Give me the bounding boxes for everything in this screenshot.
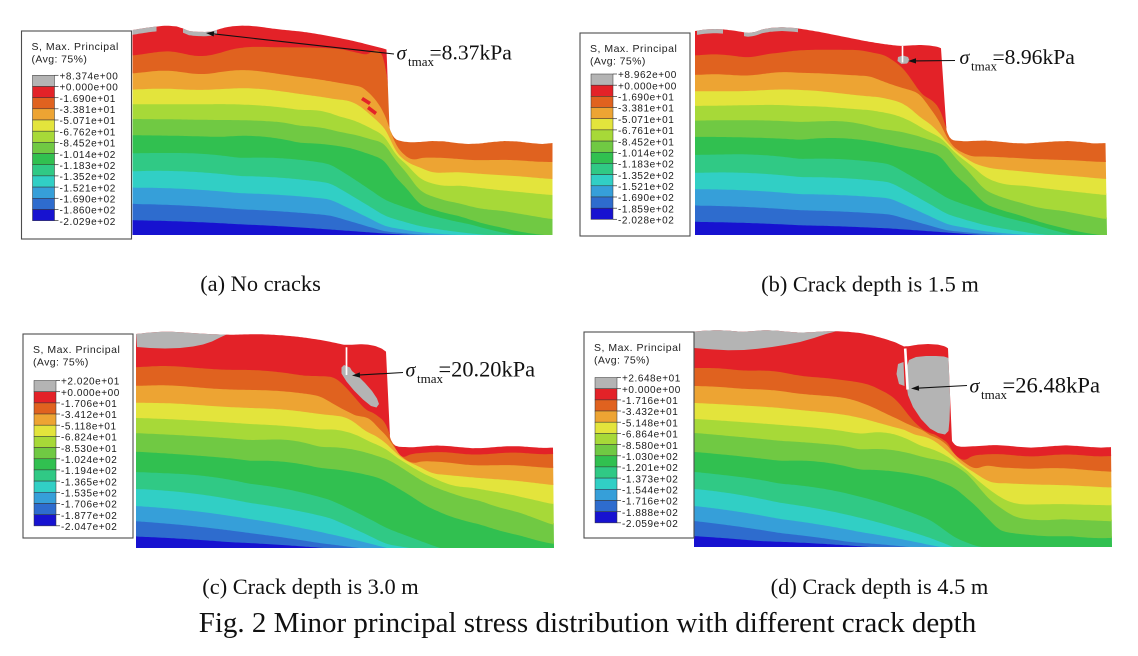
svg-text:-6.762e+01: -6.762e+01 bbox=[60, 127, 116, 138]
svg-text:-5.148e+01: -5.148e+01 bbox=[622, 418, 678, 429]
svg-text:(Avg: 75%): (Avg: 75%) bbox=[590, 56, 646, 68]
svg-text:-5.118e+01: -5.118e+01 bbox=[61, 421, 117, 432]
svg-text:-2.028e+02: -2.028e+02 bbox=[618, 216, 674, 227]
svg-text:-1.535e+02: -1.535e+02 bbox=[61, 489, 117, 500]
svg-text:-5.071e+01: -5.071e+01 bbox=[618, 115, 674, 126]
svg-text:-1.183e+02: -1.183e+02 bbox=[60, 161, 116, 172]
svg-text:σ: σ bbox=[970, 376, 981, 398]
svg-text:(a) No cracks: (a) No cracks bbox=[200, 271, 321, 296]
svg-text:-1.521e+02: -1.521e+02 bbox=[60, 183, 116, 194]
svg-text:+8.962e+00: +8.962e+00 bbox=[618, 70, 677, 81]
svg-text:-1.690e+02: -1.690e+02 bbox=[60, 195, 116, 206]
svg-text:-6.824e+01: -6.824e+01 bbox=[61, 433, 117, 444]
svg-text:(Avg: 75%): (Avg: 75%) bbox=[32, 54, 88, 66]
svg-text:-3.381e+01: -3.381e+01 bbox=[60, 105, 116, 116]
svg-text:-3.412e+01: -3.412e+01 bbox=[61, 410, 117, 421]
svg-text:(Avg: 75%): (Avg: 75%) bbox=[594, 355, 650, 367]
svg-text:tmax: tmax bbox=[981, 387, 1007, 402]
svg-text:+0.000e+00: +0.000e+00 bbox=[618, 81, 677, 92]
svg-text:-1.030e+02: -1.030e+02 bbox=[622, 452, 678, 463]
svg-text:-1.352e+02: -1.352e+02 bbox=[60, 172, 116, 183]
svg-text:tmax: tmax bbox=[417, 371, 443, 386]
svg-text:-1.690e+01: -1.690e+01 bbox=[60, 94, 116, 105]
svg-text:S, Max. Principal: S, Max. Principal bbox=[590, 43, 677, 55]
svg-text:-1.194e+02: -1.194e+02 bbox=[61, 466, 117, 477]
svg-text:-2.047e+02: -2.047e+02 bbox=[61, 522, 117, 533]
svg-text:tmax: tmax bbox=[408, 54, 434, 69]
svg-text:-1.521e+02: -1.521e+02 bbox=[618, 182, 674, 193]
svg-text:+0.000e+00: +0.000e+00 bbox=[622, 385, 681, 396]
svg-text:-1.860e+02: -1.860e+02 bbox=[60, 206, 116, 217]
svg-text:-2.059e+02: -2.059e+02 bbox=[622, 519, 678, 530]
svg-text:-6.761e+01: -6.761e+01 bbox=[618, 126, 674, 137]
svg-text:-1.373e+02: -1.373e+02 bbox=[622, 474, 678, 485]
svg-text:-8.452e+01: -8.452e+01 bbox=[60, 139, 116, 150]
svg-text:-1.014e+02: -1.014e+02 bbox=[618, 149, 674, 160]
svg-text:-6.864e+01: -6.864e+01 bbox=[622, 430, 678, 441]
svg-text:σ: σ bbox=[397, 43, 408, 65]
svg-text:S, Max. Principal: S, Max. Principal bbox=[32, 41, 119, 53]
svg-text:(c) Crack depth is 3.0 m: (c) Crack depth is 3.0 m bbox=[202, 574, 419, 599]
svg-text:σ: σ bbox=[406, 360, 417, 382]
svg-text:S, Max. Principal: S, Max. Principal bbox=[33, 344, 120, 356]
svg-text:-1.024e+02: -1.024e+02 bbox=[61, 455, 117, 466]
svg-text:-1.706e+01: -1.706e+01 bbox=[61, 399, 117, 410]
svg-text:σ: σ bbox=[960, 47, 971, 69]
svg-text:-1.183e+02: -1.183e+02 bbox=[618, 160, 674, 171]
svg-text:-1.690e+02: -1.690e+02 bbox=[618, 193, 674, 204]
svg-text:-1.690e+01: -1.690e+01 bbox=[618, 93, 674, 104]
svg-text:(Avg: 75%): (Avg: 75%) bbox=[33, 357, 89, 369]
svg-text:-3.432e+01: -3.432e+01 bbox=[622, 407, 678, 418]
svg-text:-1.859e+02: -1.859e+02 bbox=[618, 204, 674, 215]
svg-text:S, Max. Principal: S, Max. Principal bbox=[594, 342, 681, 354]
svg-text:=8.37kPa: =8.37kPa bbox=[430, 41, 513, 65]
svg-text:+2.020e+01: +2.020e+01 bbox=[61, 377, 120, 388]
svg-text:-8.580e+01: -8.580e+01 bbox=[622, 441, 678, 452]
svg-text:-1.706e+02: -1.706e+02 bbox=[61, 500, 117, 511]
svg-text:+0.000e+00: +0.000e+00 bbox=[60, 83, 119, 94]
svg-text:-3.381e+01: -3.381e+01 bbox=[618, 104, 674, 115]
svg-text:(d) Crack depth is 4.5 m: (d) Crack depth is 4.5 m bbox=[771, 574, 989, 599]
svg-text:=8.96kPa: =8.96kPa bbox=[993, 45, 1076, 69]
svg-text:-1.888e+02: -1.888e+02 bbox=[622, 508, 678, 519]
svg-text:-8.452e+01: -8.452e+01 bbox=[618, 137, 674, 148]
svg-text:tmax: tmax bbox=[971, 59, 997, 74]
svg-text:-1.352e+02: -1.352e+02 bbox=[618, 171, 674, 182]
svg-text:+2.648e+01: +2.648e+01 bbox=[622, 374, 681, 385]
svg-text:+0.000e+00: +0.000e+00 bbox=[61, 388, 120, 399]
svg-text:Fig. 2 Minor principal stress: Fig. 2 Minor principal stress distributi… bbox=[199, 607, 977, 639]
svg-text:-1.544e+02: -1.544e+02 bbox=[622, 486, 678, 497]
svg-text:-8.530e+01: -8.530e+01 bbox=[61, 444, 117, 455]
svg-text:-1.014e+02: -1.014e+02 bbox=[60, 150, 116, 161]
svg-text:(b) Crack depth is 1.5 m: (b) Crack depth is 1.5 m bbox=[761, 272, 979, 297]
svg-text:-1.877e+02: -1.877e+02 bbox=[61, 511, 117, 522]
svg-text:+8.374e+00: +8.374e+00 bbox=[60, 72, 119, 83]
svg-text:=26.48kPa: =26.48kPa bbox=[1003, 373, 1100, 398]
svg-text:-1.716e+02: -1.716e+02 bbox=[622, 497, 678, 508]
svg-text:-5.071e+01: -5.071e+01 bbox=[60, 116, 116, 127]
svg-text:=20.20kPa: =20.20kPa bbox=[439, 357, 536, 382]
svg-text:-1.201e+02: -1.201e+02 bbox=[622, 463, 678, 474]
svg-text:-1.716e+01: -1.716e+01 bbox=[622, 396, 678, 407]
svg-text:-1.365e+02: -1.365e+02 bbox=[61, 477, 117, 488]
svg-text:-2.029e+02: -2.029e+02 bbox=[60, 217, 116, 228]
